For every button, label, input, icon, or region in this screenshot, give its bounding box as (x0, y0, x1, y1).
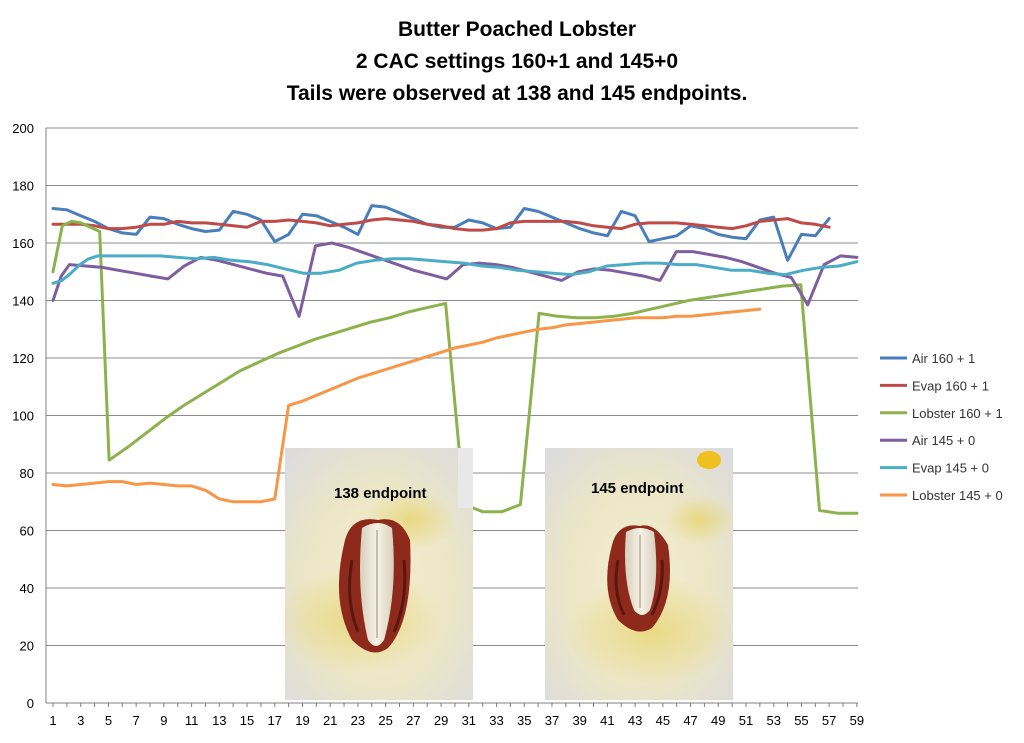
legend-label: Evap 160 + 1 (912, 378, 989, 393)
series-line-3 (51, 219, 859, 515)
x-tick-label: 33 (489, 713, 503, 728)
title-line-1: Butter Poached Lobster (398, 18, 636, 41)
title-line-3: Tails were observed at 138 and 145 endpo… (287, 82, 748, 105)
lemon-slice (697, 451, 721, 469)
y-tick-label: 100 (12, 409, 34, 424)
y-tick-label: 40 (20, 581, 34, 596)
legend-label: Evap 145 + 0 (912, 461, 989, 476)
x-tick-label: 53 (766, 713, 780, 728)
x-tick-label: 55 (794, 713, 808, 728)
legend-label: Air 160 + 1 (912, 351, 975, 366)
series-lines (51, 204, 859, 515)
x-tick-label: 15 (240, 713, 254, 728)
x-tick-label: 47 (683, 713, 697, 728)
y-tick-label: 80 (20, 466, 34, 481)
x-tick-label: 59 (850, 713, 864, 728)
x-tick-label: 43 (628, 713, 642, 728)
board-edge-1 (458, 448, 473, 508)
series-line-4 (51, 241, 859, 318)
legend-label: Air 145 + 0 (912, 433, 975, 448)
x-tick-label: 49 (711, 713, 725, 728)
butter-stain-3 (565, 575, 735, 685)
y-tick-label: 20 (20, 639, 34, 654)
lobster-photo-145: 145 endpoint (545, 448, 735, 700)
x-tick-label: 5 (105, 713, 112, 728)
x-tick-label: 39 (572, 713, 586, 728)
x-tick-label: 13 (212, 713, 226, 728)
y-tick-label: 60 (20, 524, 34, 539)
y-tick-label: 160 (12, 236, 34, 251)
series-line-2 (51, 217, 831, 232)
x-tick-label: 9 (160, 713, 167, 728)
y-tick-label: 200 (12, 121, 34, 136)
x-tick-label: 25 (378, 713, 392, 728)
series-line-1 (51, 204, 831, 262)
x-tick-label: 17 (268, 713, 282, 728)
y-axis-ticks: 0 20 40 60 80 100 120 140 160 180 200 (12, 121, 34, 711)
x-tick-label: 21 (323, 713, 337, 728)
title-line-2: 2 CAC settings 160+1 and 145+0 (356, 50, 678, 73)
y-tick-label: 0 (27, 696, 34, 711)
x-tick-label: 1 (49, 713, 56, 728)
chart-title: Butter Poached Lobster 2 CAC settings 16… (287, 18, 748, 105)
x-tick-label: 45 (656, 713, 670, 728)
x-tick-label: 37 (545, 713, 559, 728)
legend-label: Lobster 160 + 1 (912, 406, 1003, 421)
photo-label-138: 138 endpoint (334, 485, 427, 502)
legend-label: Lobster 145 + 0 (912, 488, 1003, 503)
x-tick-label: 57 (822, 713, 836, 728)
y-tick-label: 140 (12, 294, 34, 309)
legend: Air 160 + 1 Evap 160 + 1 Lobster 160 + 1 Ai… (880, 351, 1003, 503)
series-line-6 (51, 307, 762, 504)
x-axis-ticks: 1 3 5 7 9 11 13 15 17 19 21 23 25 27 29 31 33 35 37 39 41 43 4… (49, 703, 864, 728)
x-tick-label: 7 (133, 713, 140, 728)
y-tick-label: 180 (12, 179, 34, 194)
x-tick-label: 3 (77, 713, 84, 728)
x-tick-label: 41 (600, 713, 614, 728)
x-tick-label: 27 (406, 713, 420, 728)
x-tick-label: 29 (434, 713, 448, 728)
x-tick-label: 35 (517, 713, 531, 728)
x-tick-label: 51 (739, 713, 753, 728)
x-tick-label: 23 (351, 713, 365, 728)
butter-stain-4 (665, 495, 735, 545)
x-tick-label: 19 (295, 713, 309, 728)
photo-label-145: 145 endpoint (591, 480, 684, 497)
series-line-5 (51, 254, 859, 285)
y-tick-label: 120 (12, 351, 34, 366)
lobster-photo-138: 138 endpoint (275, 448, 473, 700)
x-tick-label: 31 (462, 713, 476, 728)
x-tick-label: 11 (185, 713, 199, 728)
